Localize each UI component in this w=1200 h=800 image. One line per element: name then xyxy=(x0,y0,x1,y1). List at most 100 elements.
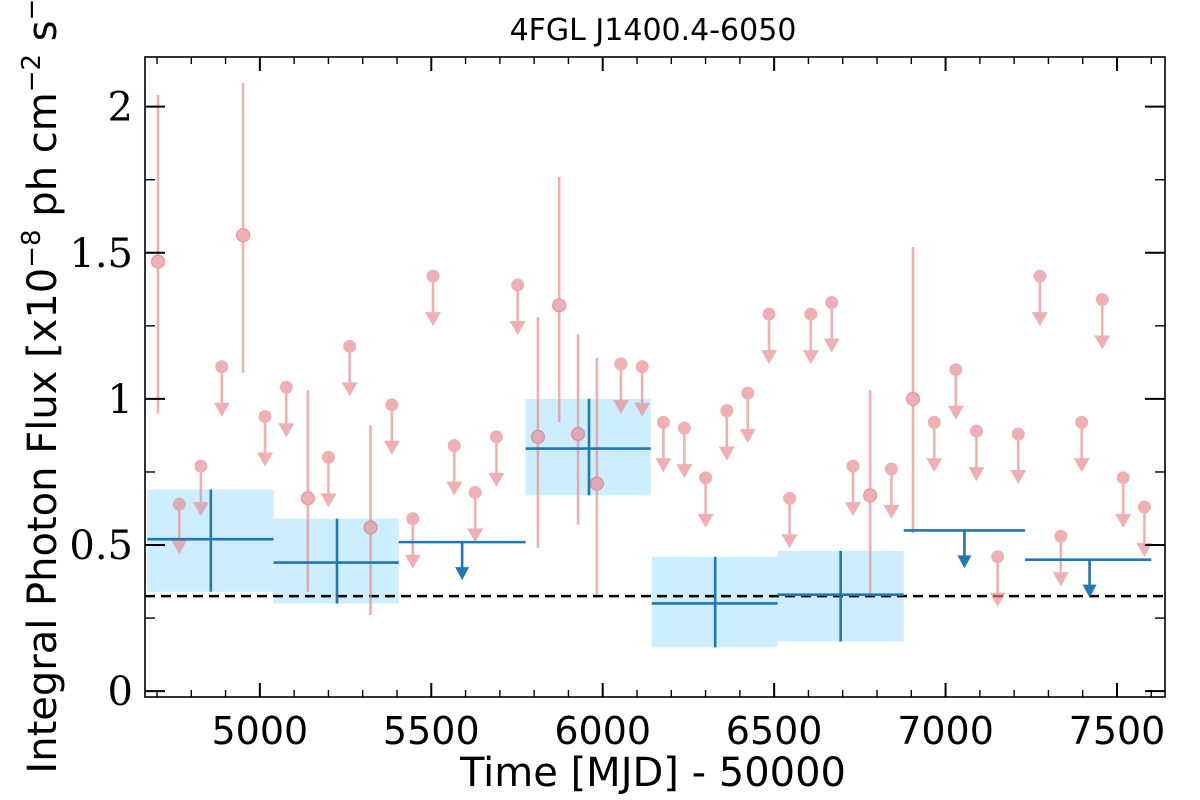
upper-limit-point xyxy=(321,450,335,464)
short-bin-point xyxy=(235,83,251,373)
upper-limit-point xyxy=(406,512,420,526)
short-bin-upper-limit xyxy=(1031,269,1048,327)
upper-limit-point xyxy=(426,269,440,283)
short-bin-point xyxy=(570,334,586,525)
upper-limit-arrowhead xyxy=(1094,335,1111,350)
short-bin-upper-limit xyxy=(655,415,672,473)
short-bin-upper-limit xyxy=(341,339,358,397)
short-bin-upper-limit xyxy=(1094,293,1111,350)
short-bin-upper-limit xyxy=(802,307,819,365)
upper-limit-arrowhead xyxy=(883,505,900,520)
short-bin-upper-limit xyxy=(278,380,295,438)
y-axis-label-part: ph cm xyxy=(20,92,66,229)
upper-limit-arrowhead xyxy=(213,402,230,417)
short-bin-upper-limit xyxy=(634,360,651,417)
short-bin-upper-limit xyxy=(1136,500,1153,558)
x-tick-label: 6500 xyxy=(726,709,823,753)
upper-limit-point xyxy=(468,485,482,499)
y-axis-label: Integral Photon Flux [x10−8 ph cm−2 s−1] xyxy=(17,0,66,774)
short-bin-point xyxy=(150,94,166,414)
short-bin-upper-limit xyxy=(192,459,209,517)
short-bin-marker xyxy=(235,228,251,243)
short-bin-upper-limit xyxy=(761,307,777,365)
upper-limit-point xyxy=(656,415,670,429)
short-bin-upper-limit xyxy=(968,424,985,482)
upper-limit-point xyxy=(949,363,963,377)
upper-limit-arrowhead xyxy=(761,350,777,365)
upper-limit-point xyxy=(1033,269,1047,283)
upper-limit-point xyxy=(927,415,941,429)
upper-limit-arrowhead xyxy=(655,458,672,473)
short-bin-upper-limit xyxy=(1073,415,1090,473)
axes: 5000 5500 6000 6500 7000 7500 0 0.5 1 1.5 2 xyxy=(69,56,1166,753)
short-bin-point xyxy=(363,425,378,616)
short-bin-point xyxy=(552,176,567,423)
long-bin-upper-limit xyxy=(398,540,526,581)
upper-limit-arrowhead xyxy=(802,350,819,365)
short-bin-marker xyxy=(530,429,546,445)
short-bin-marker xyxy=(589,476,604,491)
long-bin-ul-arrowhead xyxy=(1082,584,1097,598)
upper-limit-arrowhead xyxy=(845,502,861,517)
upper-limit-point xyxy=(489,430,503,444)
upper-limit-point xyxy=(1095,293,1109,307)
short-bin-upper-limit xyxy=(989,550,1006,607)
upper-limit-point xyxy=(343,339,357,353)
upper-limit-arrowhead xyxy=(383,440,400,455)
upper-limit-arrowhead xyxy=(467,528,484,543)
upper-limit-arrowhead xyxy=(404,554,421,569)
upper-limit-arrowhead xyxy=(1031,312,1048,327)
upper-limit-point xyxy=(677,421,691,435)
upper-limit-arrowhead xyxy=(989,592,1006,607)
upper-limit-arrowhead xyxy=(278,423,295,438)
upper-limit-point xyxy=(172,497,186,511)
upper-limit-point xyxy=(511,278,525,292)
short-bin-upper-limit xyxy=(612,357,629,414)
upper-limit-point xyxy=(215,360,229,374)
short-bin-marker xyxy=(552,298,567,313)
y-tick-label: 1.5 xyxy=(69,231,133,277)
y-axis-label-exponent: −8 xyxy=(17,229,47,267)
upper-limit-point xyxy=(699,471,713,485)
short-bin-marker xyxy=(363,520,378,535)
short-bin-marker xyxy=(150,254,166,269)
short-bin-upper-limit xyxy=(1052,529,1069,587)
upper-limit-arrowhead xyxy=(257,452,273,467)
long-bin-point xyxy=(273,518,399,604)
y-axis-label-exponent: −2 xyxy=(17,54,47,92)
short-bin-upper-limit xyxy=(383,398,400,455)
upper-limit-arrowhead xyxy=(926,458,943,473)
short-bin-point xyxy=(530,317,546,548)
short-bin-upper-limit xyxy=(1010,427,1027,484)
short-bin-upper-limit xyxy=(947,363,964,420)
short-bin-upper-limit xyxy=(446,439,463,496)
upper-limit-point xyxy=(1054,529,1068,543)
upper-limit-arrowhead xyxy=(1010,469,1027,484)
short-bin-upper-limit xyxy=(467,485,484,543)
long-bin-point xyxy=(777,550,904,642)
upper-limit-arrowhead xyxy=(425,312,441,327)
x-tick-label: 6000 xyxy=(554,709,651,753)
short-bin-point xyxy=(905,246,921,534)
upper-limit-arrowhead xyxy=(968,467,985,482)
upper-limit-arrowhead xyxy=(676,464,693,479)
upper-limit-arrowhead xyxy=(1052,572,1069,587)
upper-limit-arrowhead xyxy=(509,320,526,335)
y-axis-label-part: s xyxy=(20,20,66,54)
short-bin-upper-limit xyxy=(718,404,735,461)
short-bin-upper-limit xyxy=(926,415,943,473)
y-axis-label-exponent: −1 xyxy=(17,0,47,20)
upper-limit-point xyxy=(825,295,839,309)
y-tick-label: 0.5 xyxy=(69,523,133,569)
upper-limit-point xyxy=(846,459,860,473)
upper-limit-arrowhead xyxy=(488,472,505,487)
upper-limit-point xyxy=(969,424,983,438)
upper-limit-arrowhead xyxy=(947,405,964,420)
short-bin-upper-limit xyxy=(781,491,798,549)
short-bin-marker xyxy=(300,491,315,506)
upper-limit-arrowhead xyxy=(634,402,651,417)
short-bin-upper-limit xyxy=(257,409,273,467)
upper-limit-point xyxy=(635,360,649,374)
short-bin-upper-limit xyxy=(845,459,861,517)
